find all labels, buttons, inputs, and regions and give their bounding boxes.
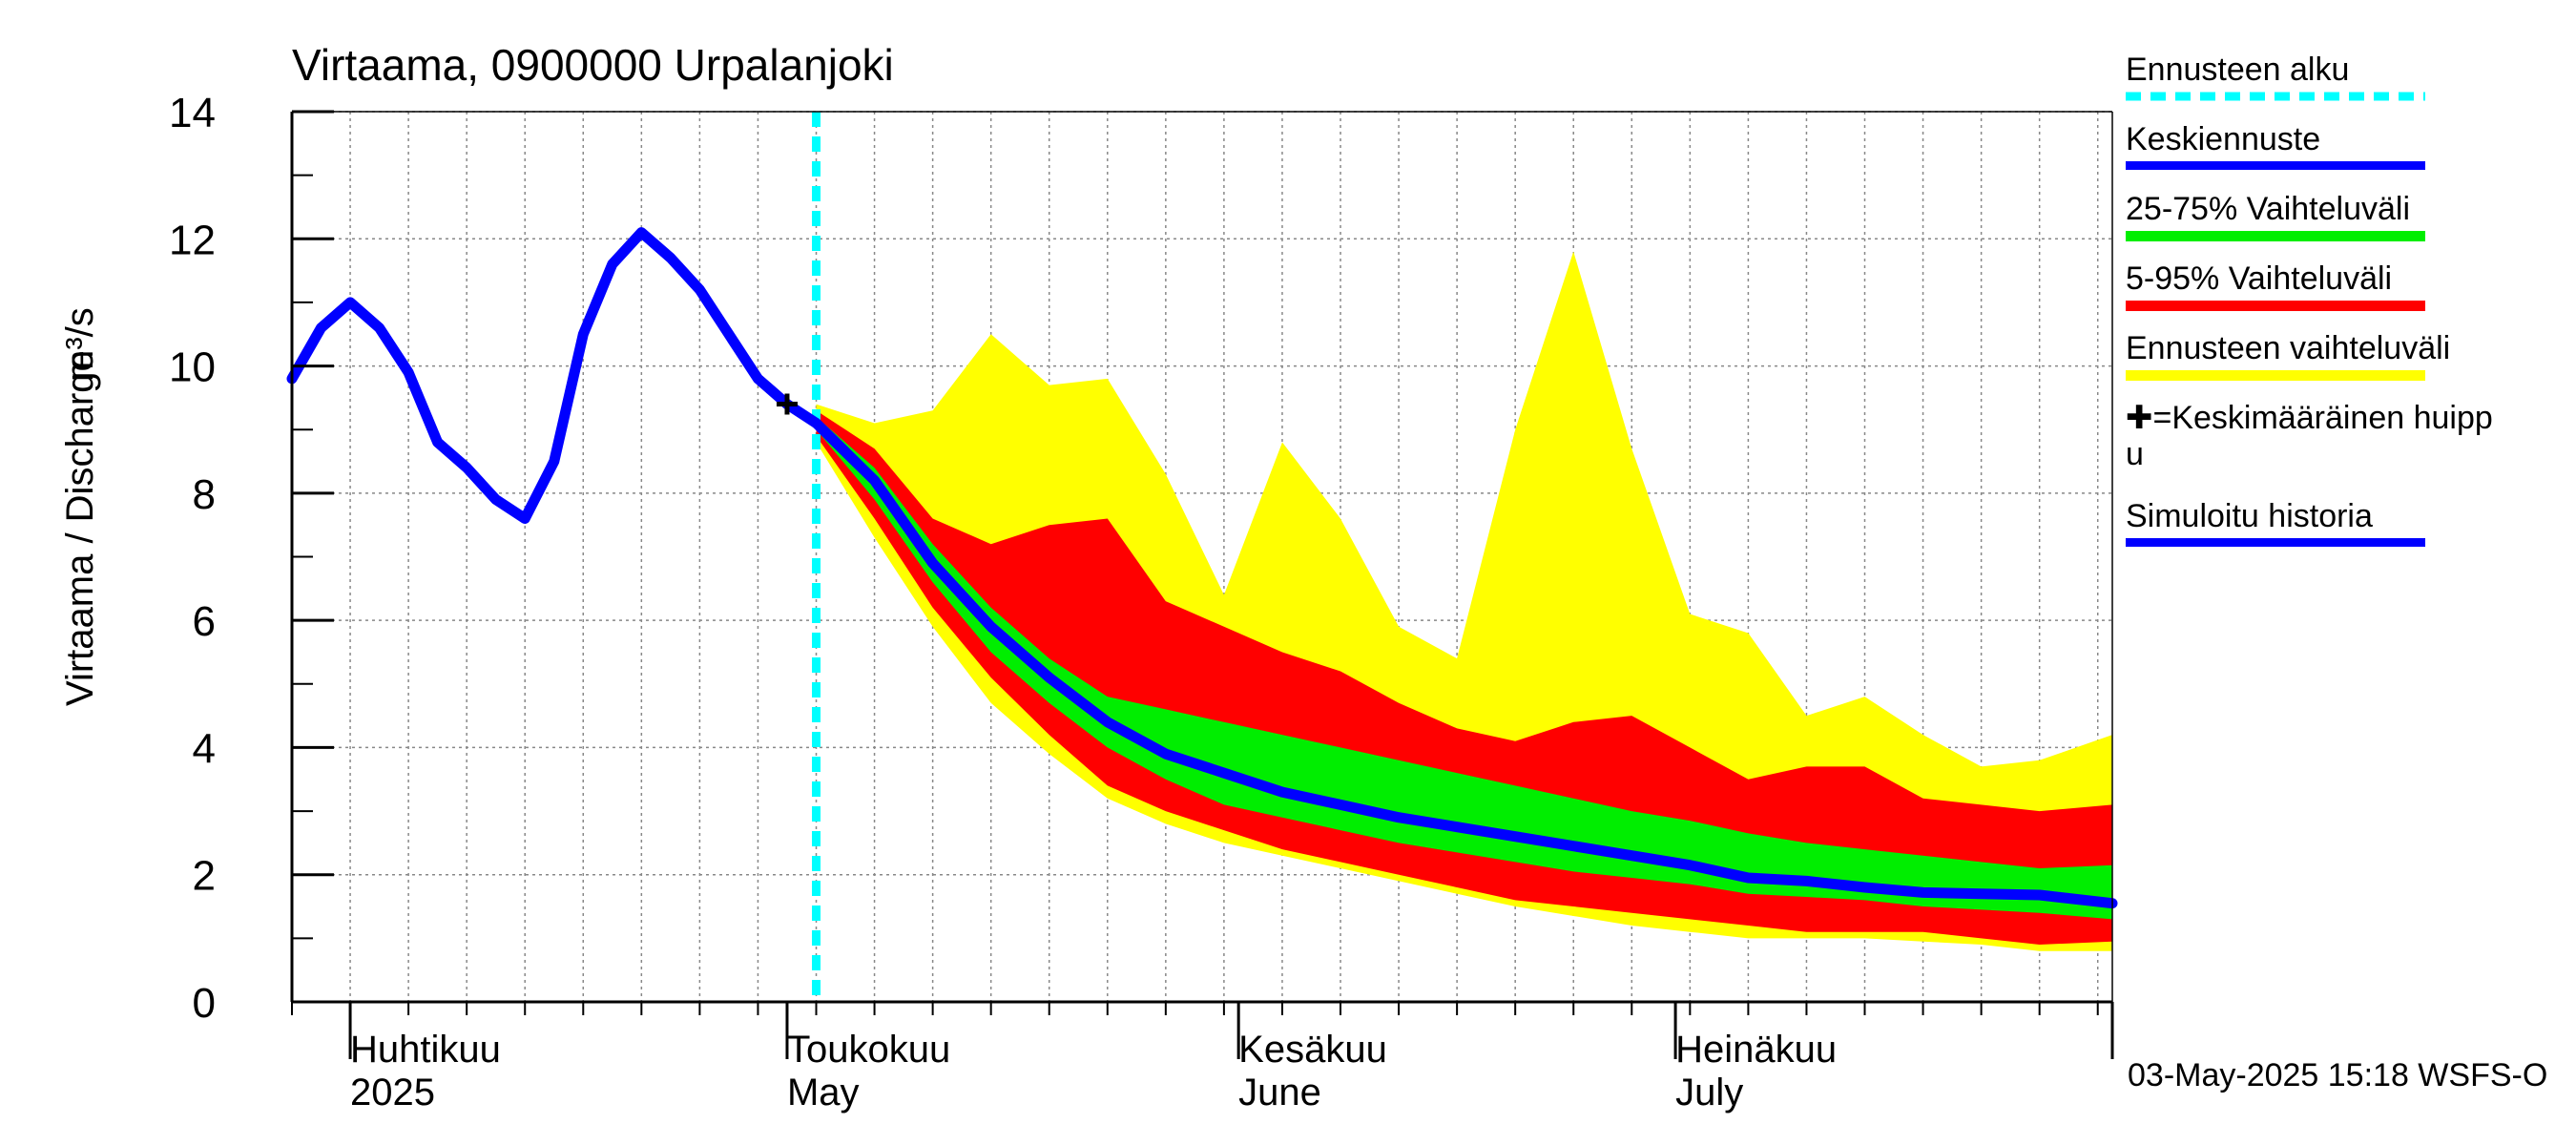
x-month-sublabel: June [1238,1072,1321,1114]
y-tick-label: 0 [193,980,216,1027]
forecast-bands [816,251,2112,951]
band-25-75-vaihteluv-li [816,416,2112,920]
legend-forecast-range-swatch [2126,370,2425,381]
legend-mean-forecast-label: Keskiennuste [2126,121,2321,157]
legend-mean-peak: ✚=Keskimääräinen huipp u [2126,396,2565,494]
y-tick-label: 14 [169,90,216,136]
x-month-sublabel: July [1675,1072,1743,1114]
legend-mean-peak-label: ✚=Keskimääräinen huipp u [2126,400,2517,472]
x-month-label: Heinäkuu [1675,1029,1837,1071]
y-tick-label: 8 [193,471,216,518]
legend-range-25-75: 25-75% Vaihteluväli [2126,187,2565,257]
series-line-simuloitu-historia [286,227,821,524]
legend-mean-peak-line1: ✚=Keskimääräinen huipp [2126,400,2493,436]
chart-title: Virtaama, 0900000 Urpalanjoki [292,40,894,90]
legend-range-5-95-swatch [2126,301,2425,311]
x-month-label: Kesäkuu [1238,1029,1387,1071]
legend-forecast-range: Ennusteen vaihteluväli [2126,326,2565,396]
x-month-sublabel: 2025 [350,1072,435,1114]
legend-forecast-start-swatch [2126,92,2425,101]
legend-forecast-start-label: Ennusteen alku [2126,52,2350,88]
legend-range-25-75-swatch [2126,231,2425,241]
x-month-label: Toukokuu [787,1029,950,1071]
mean-peak-marker [776,393,798,415]
legend-simulated-history-swatch [2126,538,2425,547]
legend-simulated-history: Simuloitu historia [2126,494,2565,564]
legend-range-25-75-label: 25-75% Vaihteluväli [2126,191,2410,227]
y-tick-label: 12 [169,217,216,263]
discharge-lines [286,112,2118,1002]
y-tick-label: 6 [193,598,216,645]
timestamp: 03-May-2025 15:18 WSFS-O [2128,1057,2548,1093]
y-tick-label: 10 [169,344,216,391]
y-axis-unit: m³/s [59,307,101,382]
x-month-label: Huhtikuu [350,1029,501,1071]
legend-mean-forecast: Keskiennuste [2126,117,2565,187]
series-line-keskiennuste [811,418,2118,909]
band-5-95-vaihteluv-li [816,410,2112,945]
legend-forecast-range-label: Ennusteen vaihteluväli [2126,330,2451,366]
legend-forecast-start: Ennusteen alku [2126,48,2565,117]
legend-range-5-95: 5-95% Vaihteluväli [2126,257,2565,326]
y-tick-label: 2 [193,853,216,900]
y-tick-label: 4 [193,725,216,772]
legend: Ennusteen alku Keskiennuste 25-75% Vaiht… [2126,48,2565,564]
y-axis-label: Virtaama / Discharge [59,350,101,706]
legend-mean-peak-line2: u [2126,436,2144,472]
legend-simulated-history-label: Simuloitu historia [2126,498,2373,534]
x-month-sublabel: May [787,1072,860,1114]
legend-range-5-95-label: 5-95% Vaihteluväli [2126,260,2393,297]
legend-mean-forecast-swatch [2126,161,2425,170]
